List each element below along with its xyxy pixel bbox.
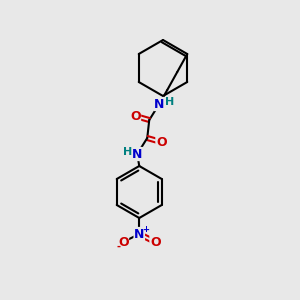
Text: -: - [116,242,120,252]
Text: +: + [142,224,149,233]
Text: N: N [132,148,142,160]
Text: H: H [123,147,132,157]
Text: O: O [118,236,129,248]
Text: O: O [150,236,160,248]
Text: N: N [154,98,164,110]
Text: O: O [130,110,141,122]
Text: O: O [156,136,166,148]
Text: N: N [134,227,144,241]
Text: H: H [165,97,174,107]
